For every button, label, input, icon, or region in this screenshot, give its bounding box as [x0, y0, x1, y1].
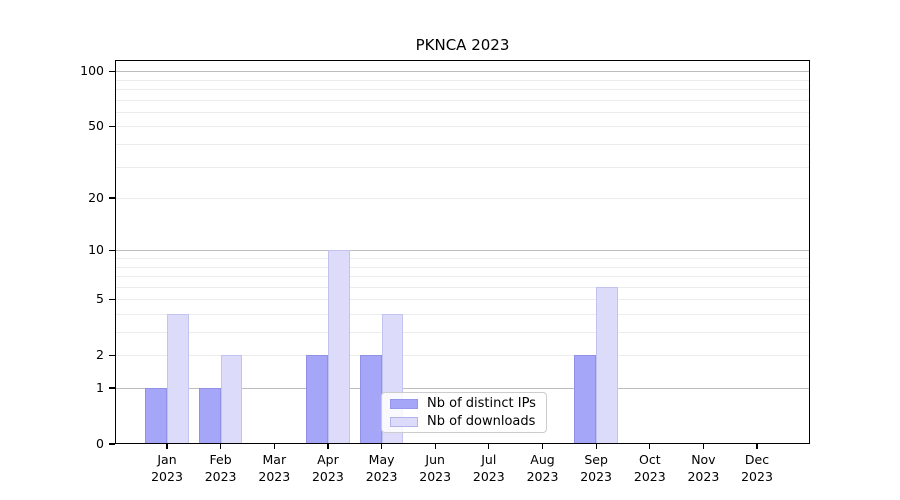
x-tick-mark	[756, 444, 758, 449]
x-tick-mark	[327, 444, 329, 449]
x-tick-label: Dec 2023	[727, 451, 787, 485]
x-tick-label-year: 2023	[311, 469, 344, 484]
y-tick-label: 1	[96, 380, 104, 395]
x-tick-label: Nov 2023	[673, 451, 733, 485]
x-tick-mark	[649, 444, 651, 449]
gridline-minor	[115, 111, 810, 113]
chart-title: PKNCA 2023	[415, 36, 510, 54]
y-tick-mark	[109, 298, 115, 300]
y-tick-mark	[109, 354, 115, 356]
y-tick-mark	[109, 387, 115, 389]
gridline-minor	[115, 332, 810, 333]
x-tick-mark	[541, 444, 544, 449]
x-tick-mark	[434, 444, 436, 449]
y-tick-label: 0	[96, 436, 104, 451]
y-tick-label: 20	[88, 190, 104, 205]
x-tick-label-year: 2023	[258, 469, 291, 484]
x-tick-label: Apr 2023	[298, 451, 358, 485]
x-tick-mark	[381, 444, 383, 449]
bar-downloads-jan	[167, 314, 189, 444]
gridline-minor	[115, 286, 810, 288]
bar-downloads-apr	[327, 250, 350, 444]
x-tick-mark	[595, 444, 597, 449]
bar-downloads-feb	[220, 355, 243, 444]
x-tick-label-year: 2023	[472, 469, 505, 484]
gridline-major	[115, 250, 810, 252]
x-tick-label: Mar 2023	[244, 451, 304, 485]
x-tick-label: Aug 2023	[513, 451, 573, 485]
x-tick-label-year: 2023	[580, 469, 612, 484]
x-tick-label: Jan 2023	[137, 451, 197, 485]
x-tick-mark	[273, 444, 275, 449]
x-tick-mark	[220, 444, 222, 449]
gridline-major	[115, 388, 810, 389]
gridline-minor	[115, 266, 810, 268]
legend-item-distinct-ips: Nb of distinct IPs	[390, 396, 538, 411]
legend: Nb of distinct IPs Nb of downloads	[381, 392, 547, 433]
x-tick-label-year: 2023	[526, 469, 559, 484]
y-tick-mark	[109, 70, 115, 72]
bar-distinct-ips-may	[359, 355, 382, 444]
x-tick-mark	[488, 444, 490, 449]
y-tick-mark	[109, 443, 115, 445]
x-tick-label: Jun 2023	[405, 451, 465, 485]
legend-item-downloads: Nb of downloads	[390, 414, 538, 429]
gridline-minor	[115, 79, 810, 81]
y-tick-label: 5	[96, 291, 104, 307]
y-tick-mark	[109, 125, 115, 127]
x-tick-label: Feb 2023	[191, 451, 251, 485]
x-tick-label-year: 2023	[365, 469, 398, 484]
y-tick-label: 100	[80, 63, 104, 79]
x-tick-label-year: 2023	[204, 469, 237, 484]
x-tick-label: May 2023	[352, 451, 412, 485]
gridline-minor	[115, 257, 810, 259]
gridline-minor	[115, 126, 810, 128]
y-tick-mark	[109, 249, 115, 251]
y-tick-label: 10	[88, 242, 104, 258]
x-tick-label-year: 2023	[419, 469, 452, 484]
legend-swatch-distinct-ips	[390, 398, 418, 409]
gridline-minor	[115, 299, 810, 301]
bar-distinct-ips-feb	[198, 388, 221, 444]
x-tick-mark	[702, 444, 705, 449]
y-tick-mark	[109, 197, 115, 199]
bar-downloads-sep	[596, 286, 618, 444]
legend-label-distinct-ips: Nb of distinct IPs	[427, 396, 536, 411]
legend-label-downloads: Nb of downloads	[427, 414, 536, 429]
gridline-minor	[115, 166, 810, 168]
plot-border	[115, 60, 810, 444]
bar-distinct-ips-jan	[145, 388, 167, 444]
x-tick-mark	[166, 444, 168, 449]
gridline-minor	[115, 143, 810, 145]
x-tick-label: Sep 2023	[566, 451, 626, 485]
gridline-minor	[115, 314, 810, 315]
gridline-major	[115, 71, 810, 73]
x-tick-label-year: 2023	[687, 469, 720, 484]
x-tick-label: Oct 2023	[620, 451, 680, 485]
legend-swatch-downloads	[390, 416, 418, 427]
gridline-minor	[115, 276, 810, 277]
bar-distinct-ips-apr	[306, 355, 328, 444]
x-tick-label-year: 2023	[741, 469, 773, 484]
gridline-minor	[115, 198, 810, 199]
x-tick-label: Jul 2023	[459, 451, 519, 485]
y-tick-label: 2	[96, 347, 104, 363]
x-tick-label-year: 2023	[151, 469, 183, 484]
x-tick-label-year: 2023	[633, 469, 666, 484]
gridline-minor	[115, 355, 810, 357]
gridline-minor	[115, 88, 810, 90]
gridline-minor	[115, 99, 810, 101]
bar-distinct-ips-sep	[574, 355, 597, 444]
y-tick-label: 50	[88, 118, 104, 134]
